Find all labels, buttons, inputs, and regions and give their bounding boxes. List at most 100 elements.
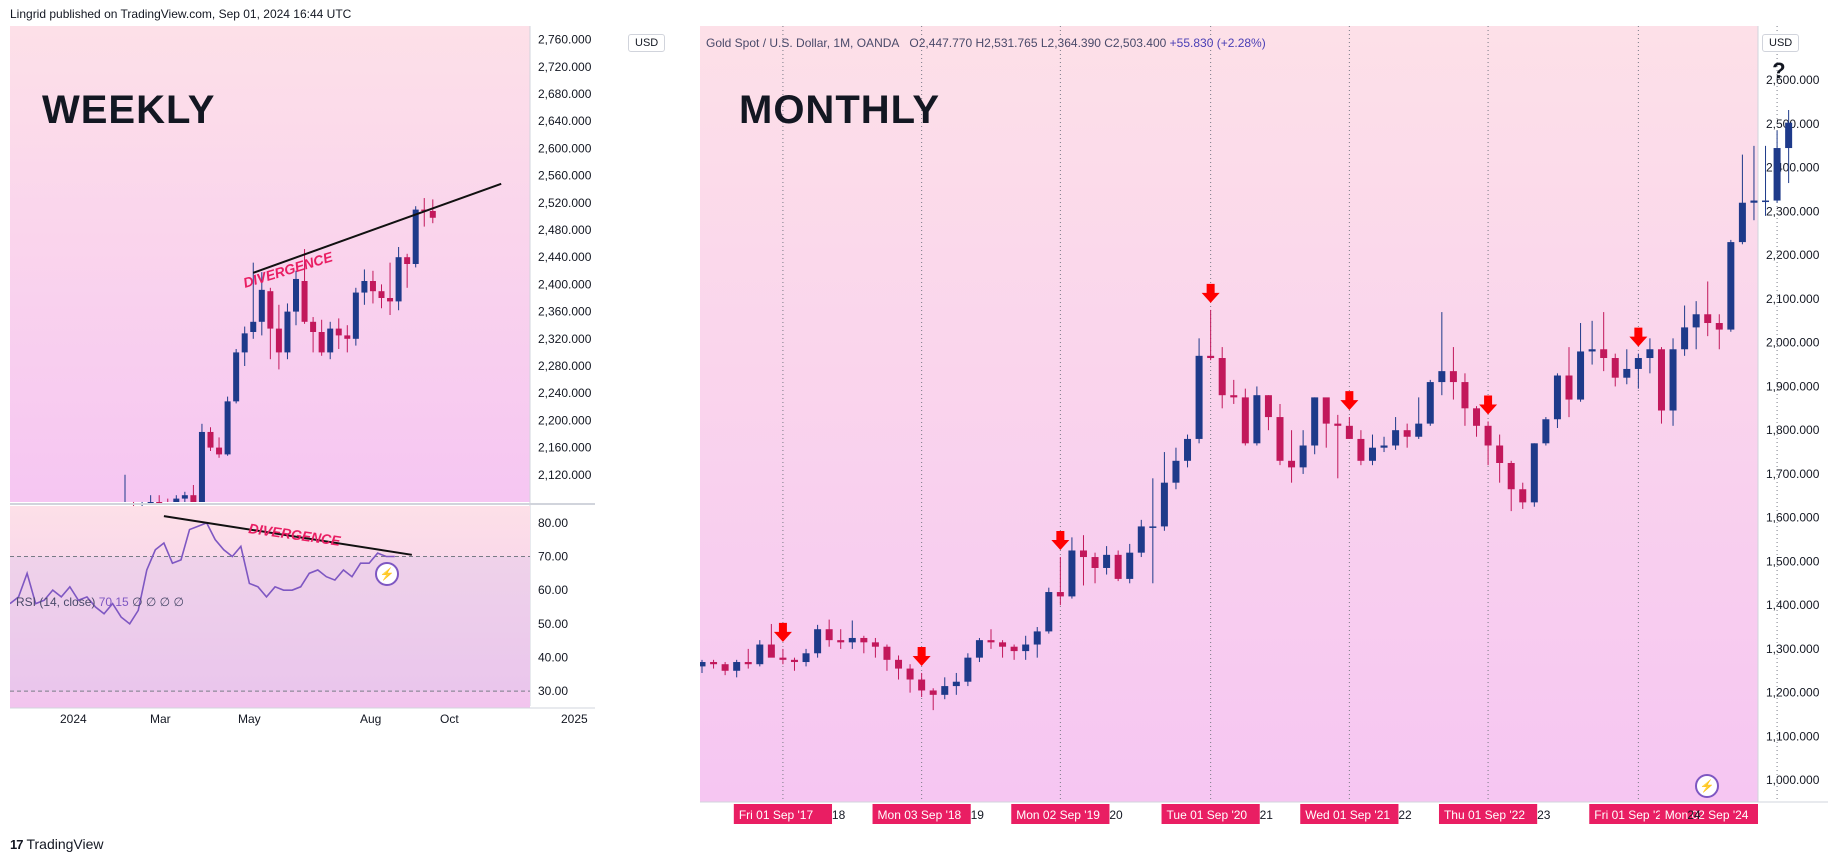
monthly-y-tick: 1,600.000 (1766, 511, 1820, 525)
monthly-candle (1230, 395, 1238, 398)
monthly-y-tick: 1,200.000 (1766, 686, 1820, 700)
rsi-y-tick: 30.00 (538, 684, 568, 698)
monthly-candle (1484, 425, 1492, 446)
monthly-candle (1634, 358, 1642, 369)
red-arrow-icon (912, 646, 931, 666)
monthly-candle (1727, 242, 1735, 330)
monthly-candle (1588, 349, 1596, 352)
weekly-candle (395, 257, 402, 302)
weekly-y-tick: 2,280.000 (538, 359, 592, 373)
weekly-candle (275, 328, 282, 353)
weekly-y-tick: 2,360.000 (538, 305, 592, 319)
ohlc-values: O2,447.770 H2,531.765 L2,364.390 C2,503.… (909, 36, 1167, 50)
monthly-candle (1530, 443, 1538, 503)
weekly-x-tick: Aug (360, 712, 381, 726)
weekly-y-tick: 2,160.000 (538, 441, 592, 455)
monthly-currency-button[interactable]: USD (1762, 34, 1800, 52)
rsi-line (10, 521, 395, 626)
monthly-candle (790, 659, 798, 663)
monthly-candle (733, 662, 741, 671)
footer-brand[interactable]: 17 TradingView (10, 836, 104, 852)
date-highlight-label: Wed 01 Sep '21 (1305, 808, 1390, 822)
weekly-y-tick: 2,120.000 (538, 468, 592, 482)
monthly-candle (848, 637, 856, 643)
weekly-candle (190, 495, 197, 502)
rsi-y-tick: 50.00 (538, 617, 568, 631)
monthly-candle (1750, 200, 1758, 203)
weekly-currency-button[interactable]: USD (628, 34, 666, 52)
monthly-candle (1600, 349, 1608, 359)
monthly-candle (883, 646, 891, 660)
weekly-candle (378, 291, 385, 298)
rsi-y-tick: 40.00 (538, 651, 568, 665)
monthly-y-tick: 1,900.000 (1766, 379, 1820, 393)
date-highlight-bg (1438, 804, 1538, 824)
monthly-y-tick: 1,100.000 (1766, 729, 1820, 743)
monthly-y-tick: 1,300.000 (1766, 642, 1820, 656)
weekly-y-tick: 2,680.000 (538, 87, 592, 101)
monthly-title: MONTHLY (739, 88, 941, 132)
weekly-x-tick: Oct (440, 712, 459, 726)
weekly-candle (344, 335, 351, 339)
weekly-lightning-icon[interactable]: ⚡ (375, 562, 399, 586)
monthly-candle (1264, 395, 1272, 418)
weekly-candle (181, 495, 188, 499)
monthly-candle (975, 640, 983, 658)
monthly-candle (1160, 482, 1168, 527)
weekly-candle (173, 498, 180, 502)
monthly-candle (1623, 368, 1631, 378)
monthly-candle (1611, 358, 1619, 378)
monthly-candle (1449, 371, 1457, 383)
weekly-candle (284, 311, 291, 353)
date-highlight-label: Thu 01 Sep '22 (1444, 808, 1525, 822)
monthly-price-axis (1758, 26, 1828, 802)
weekly-candle (198, 431, 205, 502)
monthly-candle (1091, 557, 1099, 568)
date-highlight-bg (1659, 804, 1758, 824)
monthly-candle (1392, 430, 1400, 446)
monthly-y-tick: 2,000.000 (1766, 336, 1820, 350)
weekly-candle (156, 502, 163, 504)
monthly-chart[interactable]: 1,000.000 1,100.000 1,200.000 1,300.000 1,40… (700, 26, 1828, 826)
monthly-candle (941, 686, 949, 695)
date-highlight-label: Tue 01 Sep '20 (1167, 808, 1248, 822)
monthly-candle (1577, 351, 1585, 400)
monthly-candle (1322, 397, 1330, 424)
weekly-candle (216, 447, 223, 455)
rsi-y-tick: 80.00 (538, 516, 568, 530)
monthly-candle (1218, 358, 1226, 396)
weekly-price-axis (530, 26, 595, 502)
red-arrow-icon (773, 622, 792, 642)
red-arrow-icon (1629, 327, 1648, 347)
weekly-candle (404, 257, 411, 264)
monthly-candle (1311, 397, 1319, 446)
rsi-y-tick: 70.00 (538, 550, 568, 564)
red-arrow-icon (1201, 283, 1220, 303)
symbol-info: Gold Spot / U.S. Dollar, 1M, OANDA O2,44… (706, 36, 1266, 50)
weekly-y-tick: 2,720.000 (538, 60, 592, 74)
monthly-x-tick: 21 (1260, 808, 1274, 822)
weekly-candle (293, 278, 299, 312)
monthly-x-tick: 23 (1537, 808, 1551, 822)
monthly-candle (1403, 430, 1411, 437)
weekly-chart[interactable]: 2,120.000 2,160.000 2,200.000 2,240.000 2,28… (10, 26, 695, 826)
tradingview-logo-icon: 17 (10, 836, 24, 852)
monthly-y-tick: 2,600.000 (1766, 73, 1820, 87)
monthly-x-tick: 19 (971, 808, 985, 822)
date-highlight-bg (733, 804, 833, 824)
monthly-candle (1681, 327, 1689, 350)
monthly-candle (1207, 355, 1215, 359)
weekly-y-tick: 2,240.000 (538, 386, 592, 400)
monthly-candle (1079, 550, 1087, 558)
monthly-candle (1669, 349, 1677, 411)
monthly-candle (860, 637, 868, 643)
weekly-candle (352, 292, 359, 339)
monthly-candle (1056, 592, 1064, 597)
weekly-candle (387, 298, 394, 302)
weekly-candle (361, 281, 368, 293)
monthly-lightning-icon[interactable]: ⚡ (1695, 774, 1719, 798)
weekly-candle (412, 209, 419, 264)
monthly-x-tick: 24 (1687, 808, 1701, 822)
monthly-candle (814, 629, 822, 654)
weekly-candle (241, 333, 248, 353)
